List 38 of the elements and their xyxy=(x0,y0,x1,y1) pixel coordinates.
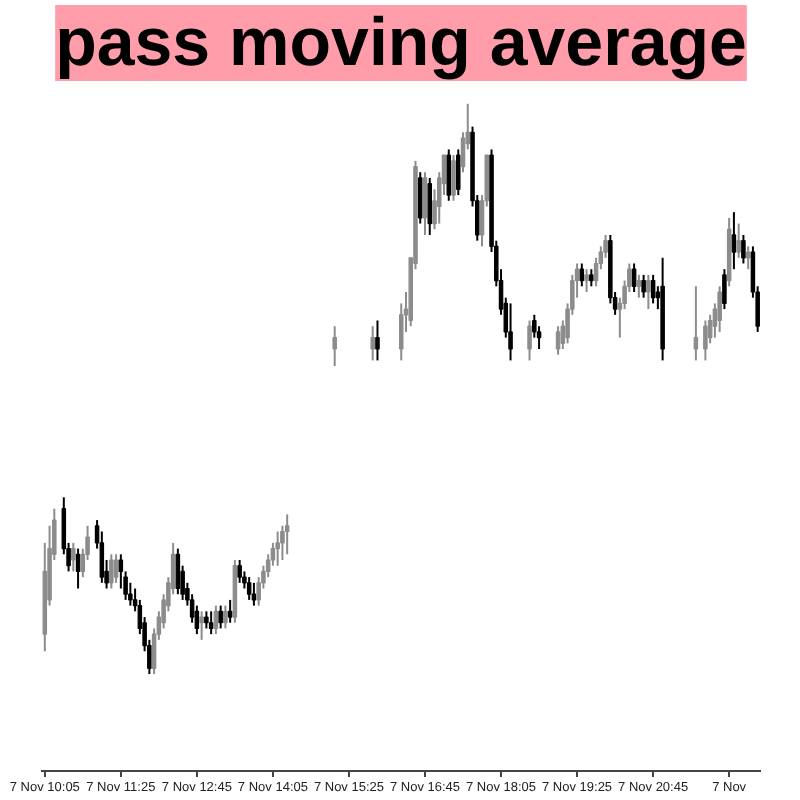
candlestick xyxy=(641,273,646,299)
candlestick xyxy=(422,171,428,236)
candlestick xyxy=(417,171,423,225)
candlestick xyxy=(451,154,456,202)
candlestick xyxy=(527,319,532,362)
candlestick xyxy=(223,604,228,630)
candlestick xyxy=(741,233,746,265)
candlestick xyxy=(246,576,252,601)
candlestick xyxy=(275,530,280,567)
candlestick xyxy=(208,610,214,636)
candlestick xyxy=(375,319,380,362)
candlestick xyxy=(736,222,741,259)
candlestick xyxy=(703,319,708,362)
candlestick xyxy=(731,211,737,271)
candlestick xyxy=(71,541,76,573)
candlestick xyxy=(646,273,651,311)
candlestick xyxy=(109,553,114,590)
candlestick xyxy=(555,325,561,356)
candlestick xyxy=(584,268,589,293)
candlestick xyxy=(332,325,337,368)
candlestick xyxy=(284,513,290,556)
candlestick xyxy=(717,285,722,333)
candlestick xyxy=(745,245,751,271)
candlestick xyxy=(456,148,461,197)
chart-title: pass moving average xyxy=(55,5,747,81)
candlestick xyxy=(427,176,433,236)
candlestick xyxy=(446,148,452,202)
candlestick xyxy=(636,273,642,299)
candlestick xyxy=(251,581,257,607)
candlestick xyxy=(237,559,242,584)
candlestick xyxy=(113,553,119,584)
candlestick xyxy=(508,302,513,362)
candlestick xyxy=(199,610,204,641)
candlestick xyxy=(218,604,223,630)
candlestick xyxy=(693,285,699,362)
candlestick xyxy=(370,325,375,362)
candlestick xyxy=(722,268,727,311)
candlestick xyxy=(227,598,233,624)
